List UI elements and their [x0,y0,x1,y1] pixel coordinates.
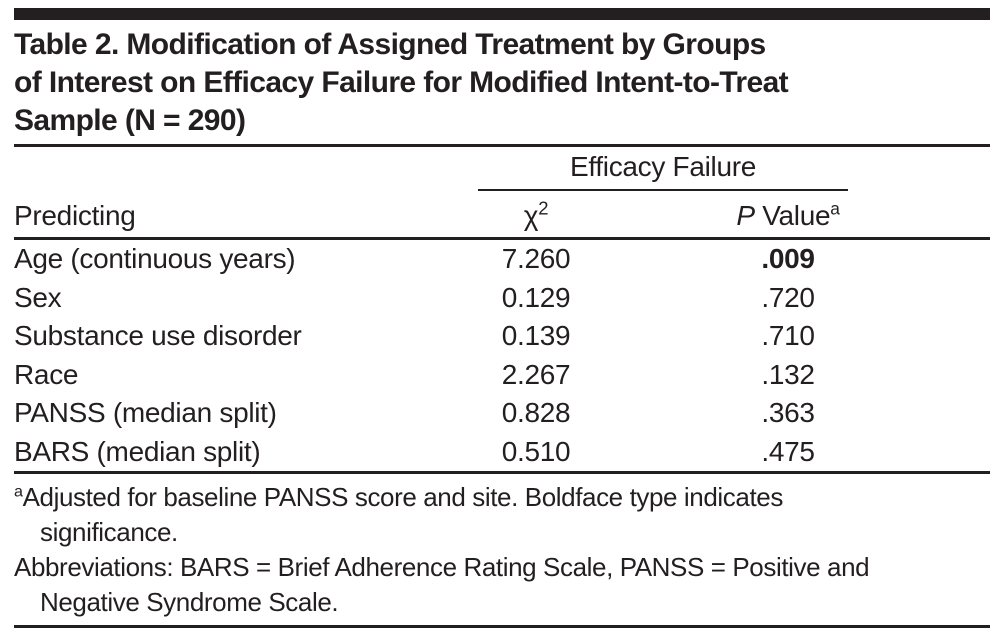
footnotes: aAdjusted for baseline PANSS score and s… [14,474,990,620]
table-row: BARS (median split) 0.510 .475 [14,433,990,472]
footnote-line: aAdjusted for baseline PANSS score and s… [14,482,783,512]
p-value-cell: .009 [761,243,815,274]
chi-square-cell: 2.267 [501,358,571,390]
table-body: Age (continuous years) 7.260 .009 Sex 0.… [14,240,990,471]
p-value-cell: .363 [761,397,815,428]
body-footnote-divider-rule [14,471,990,474]
table-title: Table 2. Modification of Assigned Treatm… [14,26,990,140]
chi-square-cell: 0.828 [501,397,571,428]
p-value-footnote-marker: a [830,198,840,219]
table-title-line-2: of Interest on Efficacy Failure for Modi… [14,66,789,99]
footnote-line: Negative Syndrome Scale. [40,587,339,617]
p-value-cell: .720 [761,281,815,313]
predictor-cell: BARS (median split) [14,435,261,467]
chi-square-cell: 0.139 [501,320,571,351]
efficacy-failure-spanner: Efficacy Failure [478,147,848,191]
predictor-cell: PANSS (median split) [14,397,277,428]
column-header-predicting: Predicting [14,200,136,231]
spanner-row: Efficacy Failure [14,147,990,191]
chi-square-cell: 7.260 [501,243,571,274]
chi-square-superscript: 2 [538,197,549,219]
chi-square-cell: 0.129 [501,281,571,313]
spanner-label: Efficacy Failure [569,151,757,182]
table-title-line-1: Table 2. Modification of Assigned Treatm… [14,28,766,61]
table-row: Race 2.267 .132 [14,356,990,395]
predictor-cell: Age (continuous years) [14,243,296,274]
predictor-cell: Substance use disorder [14,320,302,351]
table-row: Age (continuous years) 7.260 .009 [14,240,990,279]
table-row: PANSS (median split) 0.828 .363 [14,394,990,433]
predictor-cell: Sex [14,281,62,313]
predictor-cell: Race [14,358,79,390]
table-title-line-3: Sample (N = 290) [14,104,246,137]
p-value-cell: .132 [761,358,815,390]
header-divider-rule [14,237,990,240]
p-value-cell: .475 [761,435,815,467]
footnote-marker-a: a [14,482,23,501]
column-header-chi-square: χ2 [523,197,549,231]
title-divider-rule [14,144,990,147]
top-border-bar [14,8,990,20]
footnote-line: significance. [40,517,178,547]
column-header-row: Predicting χ2 P Valuea [14,191,990,237]
chi-square-cell: 0.510 [501,435,571,467]
table-row: Sex 0.129 .720 [14,279,990,318]
column-header-p-value: P Valuea [736,198,840,231]
table-header: Efficacy Failure Predicting χ2 P Valuea [14,147,990,237]
bottom-border-rule [14,625,990,628]
p-value-cell: .710 [761,320,815,351]
table-row: Substance use disorder 0.139 .710 [14,317,990,356]
footnote-line: Abbreviations: BARS = Brief Adherence Ra… [14,552,870,582]
